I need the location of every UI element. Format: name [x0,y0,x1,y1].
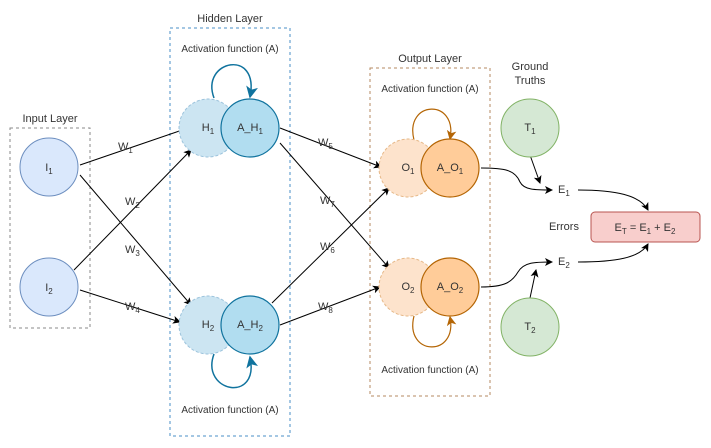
edge-i2-h1 [73,149,192,271]
loop-h1 [211,63,258,99]
edge-i1-h1 [79,125,192,166]
node-ah1-label: A_H1 [237,122,263,136]
node-t1 [500,98,560,158]
edge-e2-total [577,243,649,263]
edge-i1-h2 [79,174,192,306]
ground-truths-title-line2: Truths [515,75,546,87]
output-layer-box [369,67,491,397]
node-i2 [19,257,79,317]
node-ao2 [420,257,480,317]
loop-o1 [412,108,457,141]
hidden-layer-box [169,27,291,437]
node-ao2-label: A_O2 [437,281,464,295]
node-ah2-label: A_H2 [237,319,263,333]
input-layer-box [9,127,91,329]
activation-label-o2: Activation function (A) [381,365,478,376]
node-ao1 [420,138,480,198]
edge-h2-o2 [279,285,381,326]
node-ah1 [220,98,280,158]
edge-t1-e1 [529,154,542,184]
edge-h2-o1 [271,187,390,304]
edge-ao2-e2 [480,258,553,288]
edge-h1-o1 [279,127,382,169]
weight-w2: W2 [125,196,140,210]
activation-label-h2: Activation function (A) [181,405,278,416]
activation-label-o1: Activation function (A) [381,84,478,95]
weight-w5: W5 [318,137,333,151]
node-t2 [500,297,560,357]
hidden-layer-title: Hidden Layer [197,13,263,25]
weight-w4: W4 [125,301,140,315]
weight-w7: W7 [320,195,335,209]
node-ao1-label: A_O1 [437,162,464,176]
input-layer-title: Input Layer [22,113,77,125]
errors-label: Errors [549,221,579,233]
loop-h2 [211,353,259,389]
edge-ao1-e1 [480,167,553,194]
edge-h1-o2 [279,142,390,269]
error-e1: E1 [558,184,570,198]
node-t2-label: T2 [524,321,536,335]
output-layer-title: Output Layer [398,53,462,65]
node-ah2 [220,295,280,355]
activation-label-h1: Activation function (A) [181,44,278,55]
error-e2: E2 [558,256,570,270]
node-h2-label: H2 [202,319,215,333]
edge-e1-total [577,189,649,211]
weight-w1: W1 [118,141,133,155]
node-o1-label: O1 [401,162,415,176]
node-h1-label: H1 [202,122,215,136]
total-error-box [590,211,701,243]
total-error-formula: ET = E1 + E2 [615,222,676,236]
weight-w6: W6 [320,241,335,255]
edge-t2-e2 [529,269,539,299]
weight-w8: W8 [318,301,333,315]
node-t1-label: T1 [524,122,536,136]
loop-o2 [412,315,457,348]
ground-truths-title-line1: Ground [512,61,549,73]
node-o2-label: O2 [401,281,415,295]
edge-i2-h2 [79,289,181,324]
node-i2-label: I2 [45,282,53,296]
node-i1 [19,137,79,197]
weight-w3: W3 [125,244,140,258]
node-i1-label: I1 [45,162,53,176]
